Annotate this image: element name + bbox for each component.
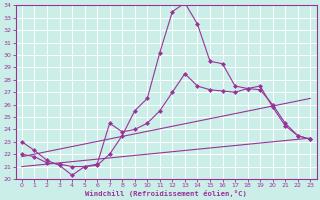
X-axis label: Windchill (Refroidissement éolien,°C): Windchill (Refroidissement éolien,°C) [85,190,247,197]
